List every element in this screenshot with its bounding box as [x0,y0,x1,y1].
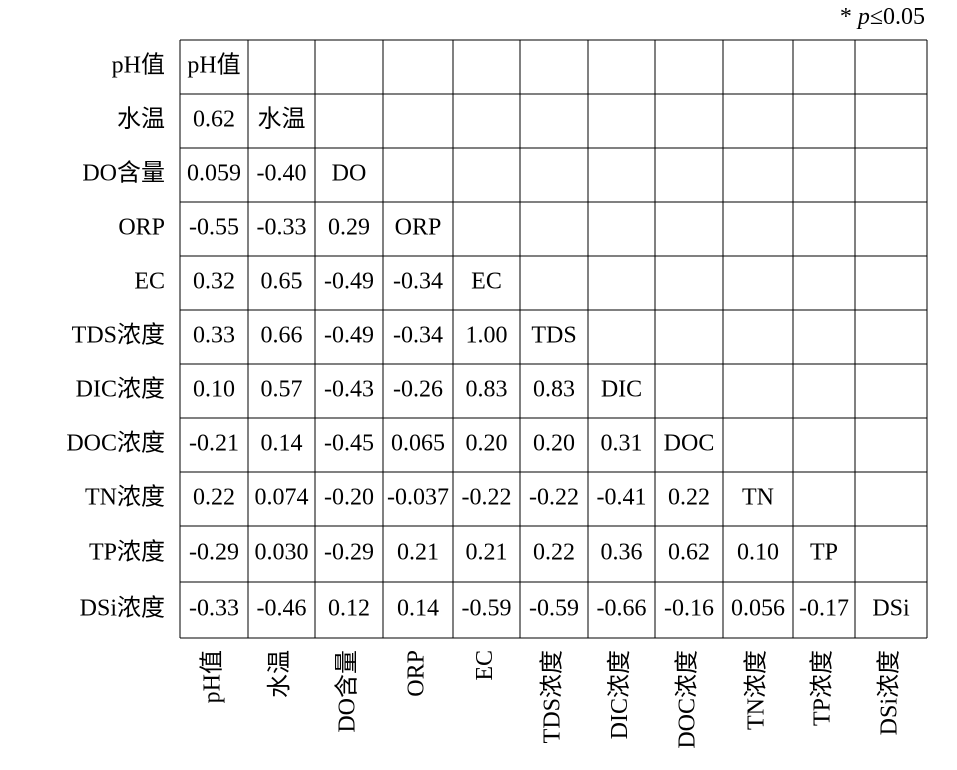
diagonal-label: pH值 [187,52,240,79]
cell-value: -0.45 [324,431,374,457]
cell-value: 0.36 [601,540,643,566]
cell-value: -0.26 [393,377,443,403]
row-label: DSi浓度 [80,595,165,622]
note-text: ≤0.05 [870,4,925,30]
cell-value: -0.22 [462,485,512,511]
cell-value: -0.29 [324,540,374,566]
cell-value: 0.66 [261,323,303,349]
cell-value: -0.46 [257,596,307,622]
row-label: TN浓度 [85,484,165,511]
cell-value: -0.49 [324,323,374,349]
cell-value: 0.29 [328,215,370,241]
row-label: TP浓度 [89,539,165,566]
row-label: pH值 [112,52,165,79]
cell-value: -0.34 [393,323,443,349]
cell-value: 0.065 [391,431,445,457]
cell-value: 1.00 [466,323,508,349]
cell-value: -0.59 [462,596,512,622]
cell-value: 0.030 [255,540,309,566]
cell-value: 0.21 [397,540,439,566]
cell-value: -0.33 [257,215,307,241]
cell-value: -0.41 [597,485,647,511]
cell-value: 0.22 [533,540,575,566]
diagonal-label: TP [810,540,838,566]
cell-value: -0.17 [799,596,849,622]
cell-value: -0.29 [189,540,239,566]
diagonal-label: ORP [395,215,442,241]
cell-value: 0.074 [255,485,309,511]
row-label: EC [134,269,165,295]
cell-value: 0.21 [466,540,508,566]
cell-value: -0.55 [189,215,239,241]
cell-value: -0.33 [189,596,239,622]
cell-value: -0.34 [393,269,443,295]
diagonal-label: TDS [531,323,576,349]
cell-value: -0.40 [257,161,307,187]
column-label: 水温 [266,650,293,698]
cell-value: 0.20 [466,431,508,457]
column-label: TP浓度 [809,650,836,726]
column-label: DO含量 [334,650,361,733]
row-label: DIC浓度 [76,376,165,403]
cell-value: -0.66 [597,596,647,622]
diagonal-label: 水温 [258,106,306,133]
cell-value: 0.32 [193,269,235,295]
column-label: TN浓度 [743,650,770,730]
diagonal-label: DO [332,161,367,187]
cell-value: 0.57 [261,377,303,403]
row-label: DOC浓度 [66,430,165,457]
diagonal-label: EC [471,269,502,295]
cell-value: -0.037 [387,485,449,511]
diagonal-label: DSi [872,596,910,622]
cell-value: 0.62 [193,107,235,133]
cell-value: -0.43 [324,377,374,403]
column-label: pH值 [199,650,226,703]
cell-value: 0.22 [193,485,235,511]
column-label: DOC浓度 [674,650,701,749]
column-label: ORP [404,650,430,697]
cell-value: -0.21 [189,431,239,457]
cell-value: 0.10 [737,540,779,566]
column-label: TDS浓度 [539,650,566,743]
column-label: DIC浓度 [606,650,633,739]
cell-value: 0.14 [397,596,439,622]
row-label: TDS浓度 [72,322,165,349]
row-label: ORP [118,215,165,241]
column-label: DSi浓度 [876,650,903,735]
row-label: 水温 [117,106,165,133]
cell-value: -0.22 [529,485,579,511]
cell-value: 0.056 [731,596,785,622]
significance-note: * p≤0.05 [840,4,925,30]
cell-value: 0.12 [328,596,370,622]
diagonal-label: DIC [601,377,642,403]
cell-value: 0.65 [261,269,303,295]
cell-value: 0.22 [668,485,710,511]
cell-value: 0.33 [193,323,235,349]
cell-value: 0.10 [193,377,235,403]
cell-value: 0.31 [601,431,643,457]
cell-value: 0.059 [187,161,241,187]
cell-value: 0.62 [668,540,710,566]
note-symbol: p [856,4,870,30]
column-label: EC [472,650,498,681]
row-label: DO含量 [82,160,165,187]
cell-value: 0.83 [533,377,575,403]
cell-value: 0.20 [533,431,575,457]
cell-value: -0.49 [324,269,374,295]
cell-value: 0.14 [261,431,303,457]
note-star: * [840,4,852,30]
cell-value: 0.83 [466,377,508,403]
diagonal-label: TN [742,485,774,511]
cell-value: -0.20 [324,485,374,511]
diagonal-label: DOC [664,431,715,457]
cell-value: -0.59 [529,596,579,622]
cell-value: -0.16 [664,596,714,622]
